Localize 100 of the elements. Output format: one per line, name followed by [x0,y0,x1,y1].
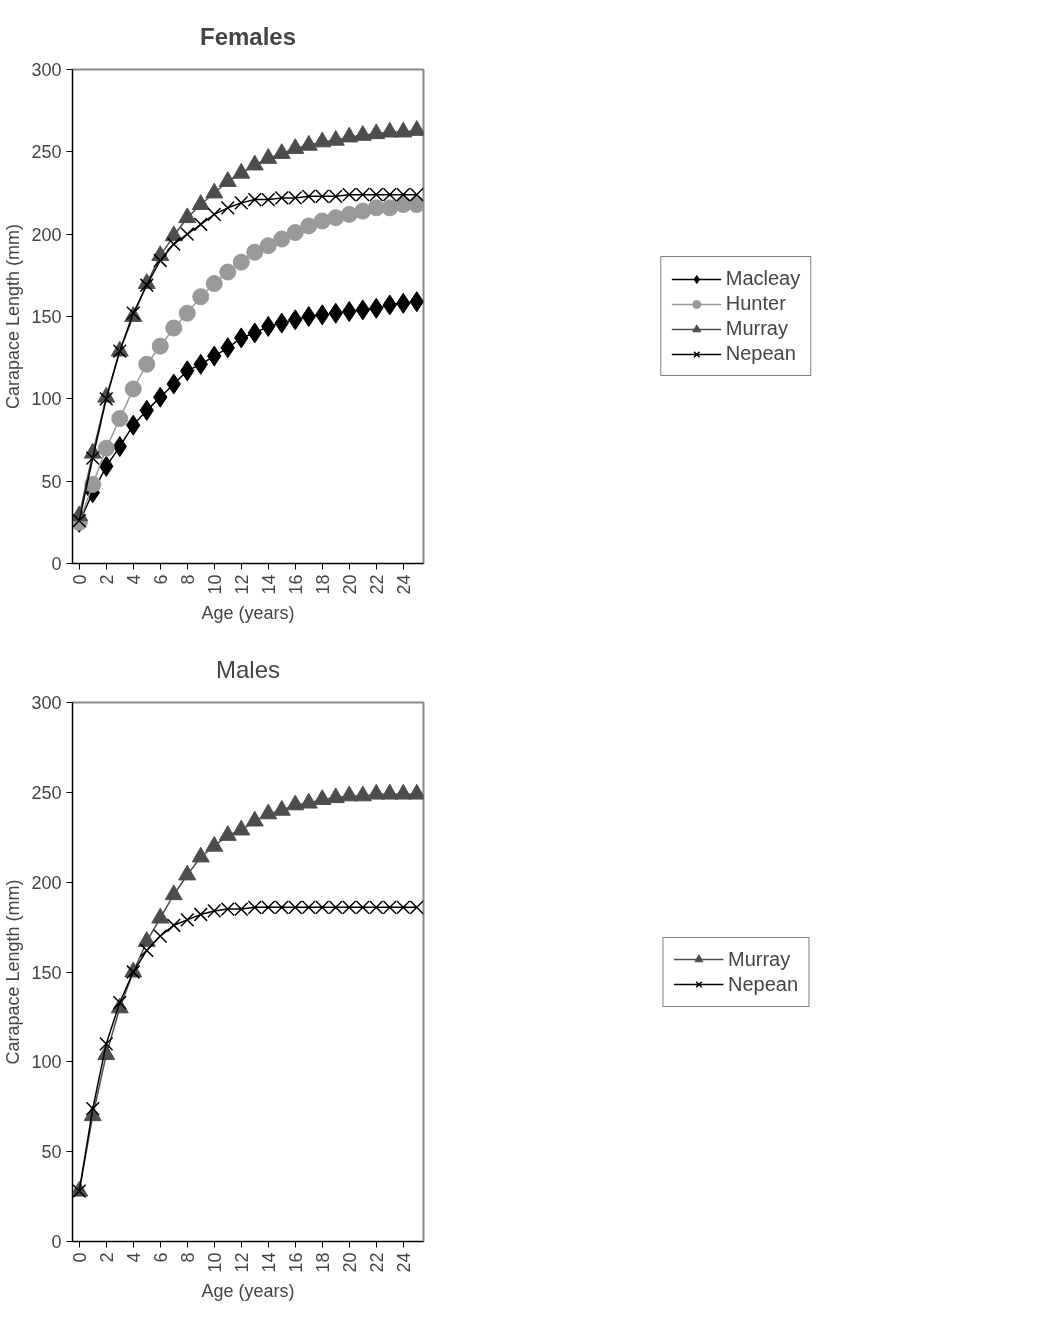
point [340,205,358,223]
y-tick-label: 200 [31,872,62,893]
point [232,253,250,271]
point [153,253,168,268]
legend-label: Murray [725,317,788,340]
x-tick-label: 16 [285,574,306,595]
y-tick-label: 200 [31,224,62,245]
point [99,1036,114,1051]
point [72,1184,87,1199]
point [327,209,345,227]
point [193,907,208,922]
point [313,789,332,805]
point [166,236,181,252]
point [246,243,264,261]
point [111,410,129,428]
point [218,825,237,841]
point [99,391,114,406]
x-tick-label: 2 [96,574,117,585]
point [313,212,331,230]
y-axis-title: Carapace Length (mm) [3,223,24,410]
chart-title: Females [199,22,297,50]
y-tick-label: 150 [31,962,62,983]
y-tick-label: 100 [31,389,62,410]
x-tick-label: 8 [177,574,198,585]
point [151,907,170,924]
point [178,864,197,881]
x-tick-label: 8 [177,1252,198,1263]
point [164,884,183,901]
x-tick-label: 10 [204,574,225,595]
point [192,288,210,306]
point [166,918,181,933]
point [85,451,100,466]
y-tick-label: 250 [31,782,62,803]
point [408,196,424,214]
chart-title: Males [215,655,281,683]
point [137,931,156,947]
x-tick-label: 16 [285,1252,306,1273]
point [207,207,222,222]
x-tick-label: 0 [69,1252,90,1263]
point [139,943,154,958]
y-tick-label: 50 [41,1142,62,1163]
x-tick-label: 20 [339,574,360,595]
x-axis-title: Age (years) [201,602,295,623]
point [193,217,208,232]
point [299,792,318,809]
point [138,355,156,373]
point [219,263,237,281]
point [301,306,316,327]
x-tick-label: 22 [366,1252,387,1273]
legend-label: Hunter [725,292,786,315]
point [97,439,115,457]
point [300,217,318,235]
point [394,783,413,800]
legend-label: Nepean [727,972,799,996]
point [220,200,235,215]
point [180,227,195,242]
x-tick-label: 14 [258,574,279,595]
x-tick-label: 22 [366,574,387,595]
y-tick-label: 50 [41,471,62,492]
y-tick-label: 100 [31,1052,62,1073]
x-tick-label: 24 [393,574,414,595]
y-tick-label: 250 [31,142,62,163]
x-tick-label: 6 [150,1252,171,1263]
point [381,199,399,217]
x-tick-label: 12 [231,574,252,595]
x-tick-label: 4 [123,574,144,585]
x-tick-label: 2 [96,1252,117,1263]
legend-label: Macleay [725,267,801,290]
point [340,785,359,802]
point [191,846,210,863]
point [407,783,424,800]
point [367,199,385,217]
point [165,319,183,337]
legend-label: Murray [727,947,791,971]
point [124,380,142,398]
x-tick-label: 12 [231,1252,252,1273]
point [151,337,169,355]
y-tick-label: 150 [31,307,62,327]
point [353,785,372,802]
y-tick-label: 300 [31,60,62,80]
point [273,230,291,248]
x-tick-label: 6 [150,574,171,585]
point [205,835,224,852]
point [286,224,304,241]
point [326,787,345,804]
x-tick-label: 20 [339,1252,360,1273]
point [354,202,372,220]
point [232,819,251,836]
x-tick-label: 18 [312,1252,333,1273]
point [205,275,223,293]
point [178,304,196,322]
point [112,995,127,1010]
point [367,783,386,800]
point [272,799,291,816]
point [153,928,168,944]
x-axis-title: Age (years) [201,1280,295,1301]
point [180,912,195,928]
x-tick-label: 18 [312,574,333,595]
y-tick-label: 300 [31,693,62,713]
y-axis-title: Carapace Length (mm) [3,879,24,1065]
